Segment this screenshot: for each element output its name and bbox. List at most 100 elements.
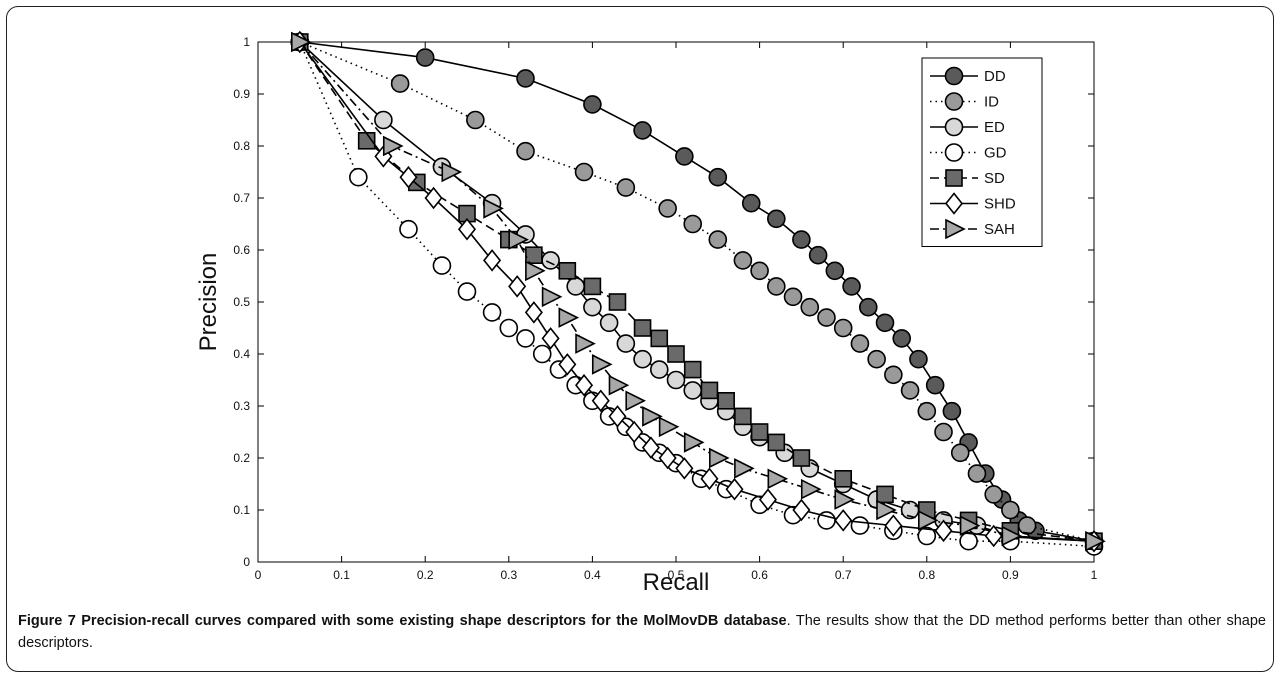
- data-point: [1001, 500, 1020, 520]
- data-point: [734, 458, 755, 479]
- data-point: [750, 261, 769, 281]
- data-point: [725, 477, 744, 501]
- legend-marker: [944, 92, 964, 111]
- data-point: [541, 327, 560, 350]
- data-point: [566, 277, 585, 296]
- y-tick-label: 0.7: [233, 191, 250, 205]
- data-point: [708, 167, 728, 187]
- data-point: [834, 509, 853, 532]
- y-tick-label: 0.2: [233, 451, 250, 465]
- data-point: [942, 401, 962, 421]
- data-point: [675, 147, 694, 166]
- data-point: [641, 436, 660, 459]
- data-point: [834, 489, 855, 510]
- data-point: [767, 433, 786, 452]
- series-id: [290, 32, 1104, 551]
- legend-label: SAH: [984, 221, 1015, 238]
- x-tick-label: 0: [255, 568, 262, 582]
- data-point: [867, 349, 886, 369]
- data-point: [959, 515, 981, 536]
- data-point: [884, 514, 903, 537]
- data-point: [959, 531, 978, 551]
- y-axis-title: Precision: [195, 253, 222, 352]
- data-point: [658, 416, 680, 438]
- series-dd: [290, 32, 1104, 551]
- data-point: [382, 135, 404, 157]
- data-point: [925, 375, 945, 395]
- data-point: [700, 467, 719, 491]
- data-point: [700, 381, 719, 400]
- y-tick-label: 1: [243, 35, 250, 49]
- data-point: [650, 329, 669, 348]
- legend-marker: [944, 143, 964, 162]
- data-point: [415, 48, 435, 67]
- data-point: [616, 334, 636, 353]
- data-point: [390, 74, 410, 93]
- data-point: [591, 354, 613, 375]
- data-point: [767, 209, 786, 229]
- data-point: [349, 167, 368, 187]
- data-point: [758, 488, 777, 511]
- data-point: [290, 31, 312, 53]
- data-point: [783, 287, 803, 307]
- data-point: [683, 381, 703, 400]
- legend-label: DD: [984, 68, 1006, 85]
- data-point: [1017, 516, 1037, 535]
- data-point: [917, 510, 939, 531]
- data-point: [483, 249, 502, 272]
- data-point: [482, 303, 502, 322]
- data-point: [666, 370, 686, 390]
- series-line: [299, 41, 1095, 542]
- x-tick-label: 0.1: [333, 568, 350, 582]
- data-point: [399, 165, 418, 189]
- data-point: [800, 297, 820, 317]
- data-point: [767, 468, 789, 490]
- data-point: [499, 318, 519, 338]
- data-point: [850, 516, 870, 535]
- legend-label: SD: [984, 170, 1005, 187]
- data-point: [558, 307, 580, 328]
- data-point: [508, 275, 527, 298]
- data-point: [850, 334, 870, 353]
- data-point: [658, 446, 677, 470]
- data-point: [457, 217, 477, 241]
- data-point: [525, 246, 543, 264]
- caption-title: Figure 7 Precision-recall curves compare…: [18, 613, 787, 629]
- caption-body: . The results show that the DD method pe…: [18, 613, 1266, 651]
- data-point: [708, 447, 730, 469]
- data-point: [825, 261, 845, 281]
- data-point: [733, 251, 753, 270]
- series-sah: [290, 31, 1106, 552]
- data-point: [934, 422, 953, 442]
- data-point: [583, 277, 602, 296]
- data-point: [792, 449, 811, 467]
- data-point: [516, 141, 535, 161]
- data-point: [649, 360, 669, 379]
- data-point: [633, 319, 652, 337]
- legend-label: SHD: [984, 196, 1016, 213]
- data-point: [608, 374, 630, 396]
- x-tick-label: 0.5: [668, 568, 685, 582]
- y-tick-label: 0.3: [233, 399, 250, 413]
- x-tick-label: 0.9: [1002, 568, 1019, 582]
- data-point: [734, 407, 752, 426]
- x-tick-label: 0.7: [835, 568, 852, 582]
- series-ed: [290, 32, 1104, 551]
- data-point: [875, 313, 895, 333]
- data-point: [525, 260, 546, 282]
- data-point: [508, 229, 529, 250]
- data-point: [667, 345, 685, 363]
- data-point: [858, 297, 878, 317]
- data-point: [432, 256, 452, 275]
- y-tick-label: 0.9: [233, 87, 250, 101]
- data-point: [842, 277, 861, 296]
- data-point: [466, 110, 485, 130]
- x-tick-label: 0.2: [417, 568, 434, 582]
- data-point: [608, 293, 627, 311]
- y-tick-label: 0.5: [233, 295, 250, 309]
- y-tick-label: 0.1: [233, 503, 250, 517]
- data-point: [658, 199, 677, 218]
- data-point: [800, 478, 822, 500]
- data-point: [950, 443, 970, 463]
- legend-marker: [944, 66, 964, 86]
